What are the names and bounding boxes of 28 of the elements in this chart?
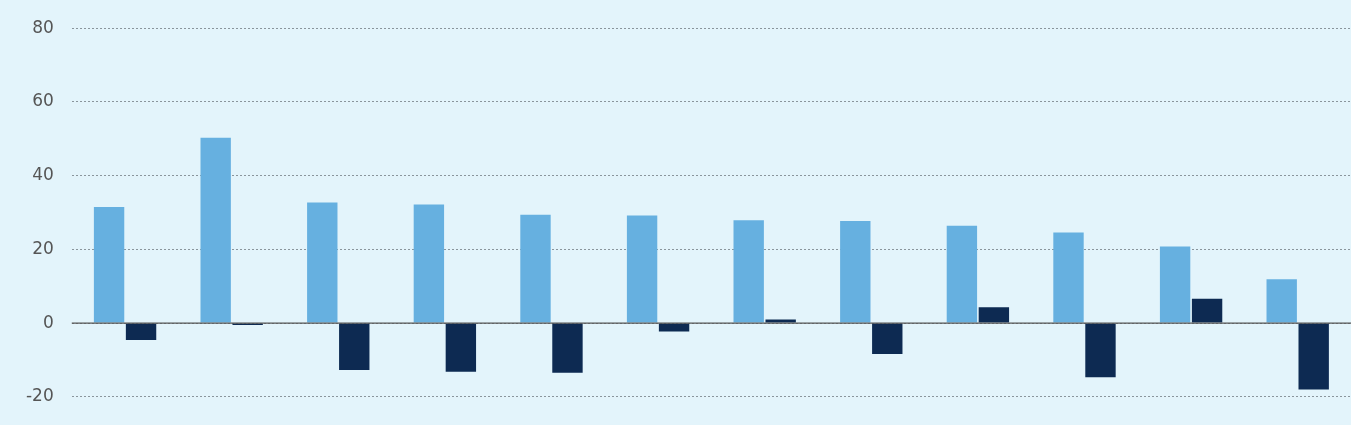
bar (552, 323, 583, 373)
bar (1053, 232, 1084, 323)
y-tick-label: 20 (32, 237, 54, 258)
bar (626, 215, 658, 323)
bar (1085, 323, 1116, 378)
bar (520, 214, 551, 323)
bar (1159, 246, 1191, 323)
y-tick-label: 60 (32, 90, 54, 111)
y-tick-label: 80 (32, 16, 54, 37)
bar (200, 137, 231, 323)
bar (978, 307, 1010, 323)
bar (658, 323, 690, 332)
y-tick-label: 0 (42, 311, 54, 332)
y-tick-label: -20 (25, 385, 54, 406)
bar (1191, 298, 1223, 323)
bar (872, 323, 903, 355)
bar (840, 220, 871, 323)
y-tick-label: 40 (32, 164, 54, 185)
bar (733, 220, 764, 323)
bar (125, 323, 157, 341)
bar (93, 206, 125, 323)
bar (339, 323, 370, 370)
bar (1266, 279, 1297, 323)
bar (445, 323, 477, 372)
bar (413, 204, 445, 323)
bar (946, 225, 978, 323)
bar (1298, 323, 1329, 390)
bar (307, 202, 338, 323)
